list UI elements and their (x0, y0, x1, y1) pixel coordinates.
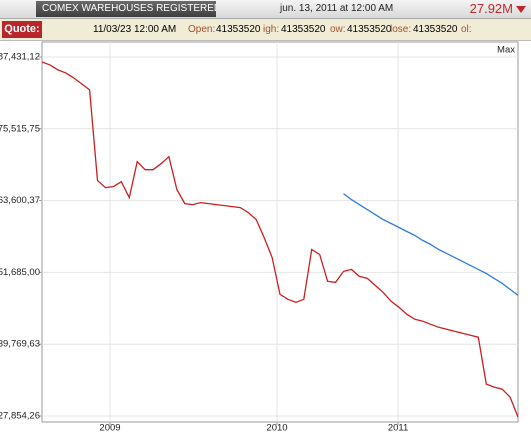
down-arrow (516, 6, 526, 13)
field-label: lose: (390, 24, 412, 35)
line-series (41, 61, 519, 418)
plot-area (41, 41, 519, 423)
field-value: 41353520 (347, 24, 392, 35)
y-tick-label: 63,600,37 (0, 195, 40, 206)
field-value: 41353520 (281, 24, 326, 35)
y-tick-label: 87,431,12 (0, 51, 40, 62)
field-label: Open: (188, 24, 216, 35)
top-bar: COMEX WAREHOUSES REGISTERED S jun. 13, 2… (0, 0, 531, 19)
field-value: 41353520 (216, 24, 261, 35)
datetime: jun. 13, 2011 at 12:00 AM (280, 3, 394, 14)
field-label: igh: (263, 24, 280, 35)
line-series (343, 193, 519, 296)
field-value: 41353520 (413, 24, 458, 35)
range-label[interactable]: Max (497, 45, 515, 56)
y-tick-label: 75,515,75 (0, 123, 40, 134)
x-tick-label: 2010 (266, 423, 287, 434)
quote-label: Quote: (2, 21, 42, 38)
field-label: ow: (330, 24, 346, 35)
last-value: 27.92M (469, 1, 513, 16)
symbol-tab[interactable]: COMEX WAREHOUSES REGISTERED S (36, 1, 216, 17)
x-tick-label: 2011 (388, 423, 408, 434)
y-tick-label: 27,854,26 (0, 411, 40, 422)
quote-datetime: 11/03/23 12:00 AM (93, 24, 177, 35)
x-tick-label: 2009 (99, 423, 120, 434)
y-tick-label: 39,769,63 (0, 339, 40, 350)
field-label: ol: (461, 24, 472, 35)
y-tick-label: 51,685,00 (0, 267, 40, 278)
quote-bar: Quote: 11/03/23 12:00 AM Open: 41353520 … (0, 19, 531, 41)
